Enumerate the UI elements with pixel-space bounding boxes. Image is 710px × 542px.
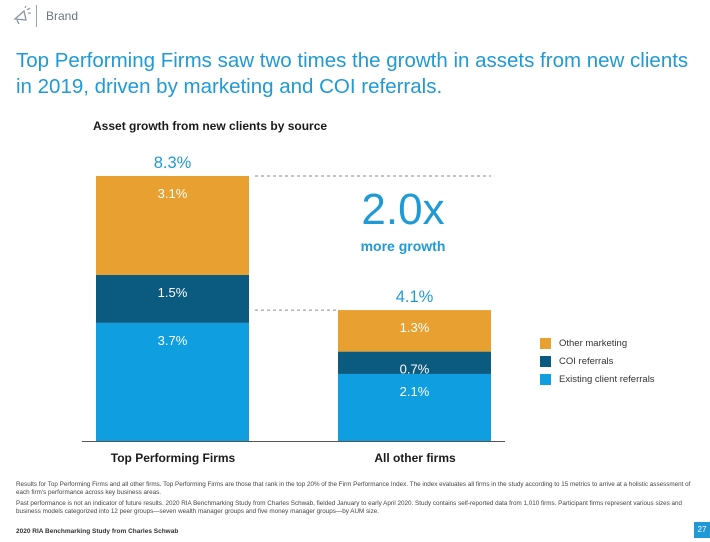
bar-segment (96, 176, 249, 275)
data-label: 2.1% (400, 384, 430, 399)
chart-title: Asset growth from new clients by source (93, 119, 328, 133)
legend-swatch (540, 373, 551, 385)
footnote: Results for Top Performing Firms and all… (16, 481, 691, 497)
header-divider (36, 5, 37, 27)
source-note: 2020 RIA Benchmarking Study from Charles… (16, 528, 179, 535)
chart-legend: Other marketing COI referrals Existing c… (540, 334, 655, 388)
data-label: 1.5% (158, 285, 188, 300)
total-label: 4.1% (396, 288, 434, 306)
data-label: 0.7% (400, 362, 430, 377)
brand-label: Brand (46, 9, 79, 23)
footnote: Past performance is not an indicator of … (16, 499, 683, 516)
bar-segment (338, 351, 491, 374)
legend-swatch (540, 355, 551, 367)
legend-item-coi-referrals: COI referrals (540, 352, 655, 370)
legend-label: Existing client referrals (559, 373, 655, 385)
bar-segment (96, 274, 249, 323)
bar-segment (338, 310, 491, 352)
page-number: 27 (694, 522, 710, 538)
legend-item-existing-client-referrals: Existing client referrals (540, 370, 655, 388)
legend-swatch (540, 337, 551, 349)
total-label: 8.3% (154, 154, 192, 172)
legend-label: COI referrals (559, 355, 614, 367)
category-label-other-firms: All other firms (374, 451, 456, 465)
legend-item-other-marketing: Other marketing (540, 334, 655, 352)
data-label: 3.1% (158, 186, 188, 201)
legend-label: Other marketing (559, 337, 628, 349)
bar-segment (338, 373, 491, 441)
growth-multiplier: 2.0x (361, 185, 445, 234)
page-title: Top Performing Firms saw two times the g… (16, 49, 689, 98)
growth-caption: more growth (360, 238, 446, 254)
megaphone-icon (13, 6, 31, 25)
category-label-top-firms: Top Performing Firms (110, 451, 236, 465)
data-label: 1.3% (400, 320, 430, 335)
footnotes: Results for Top Performing Firms and all… (16, 481, 696, 519)
data-label: 3.7% (158, 333, 188, 348)
bar-segment (96, 322, 249, 441)
